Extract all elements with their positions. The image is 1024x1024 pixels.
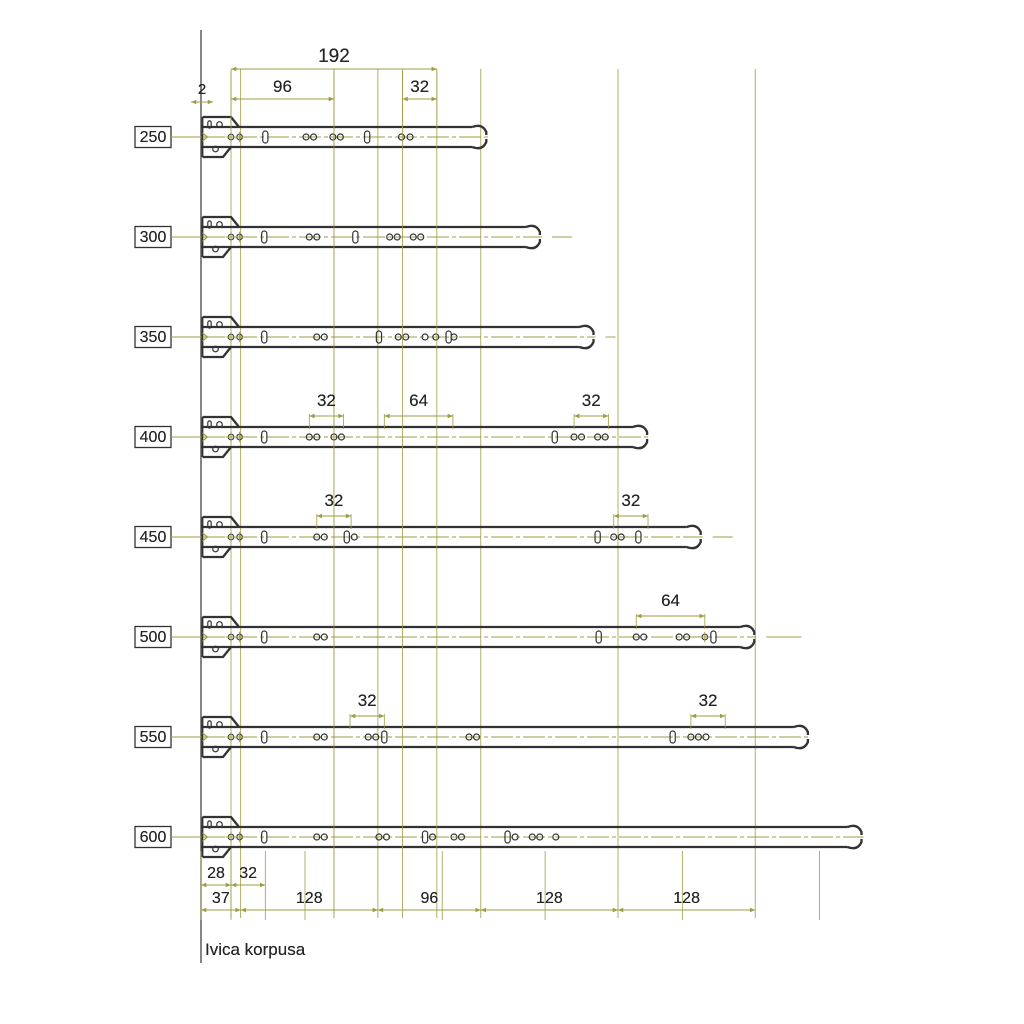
- svg-text:2: 2: [198, 81, 206, 98]
- svg-text:128: 128: [673, 890, 700, 907]
- svg-text:32: 32: [621, 491, 640, 510]
- svg-text:250: 250: [140, 129, 167, 146]
- svg-text:600: 600: [140, 829, 167, 846]
- svg-text:32: 32: [699, 691, 718, 710]
- svg-text:32: 32: [410, 77, 429, 96]
- svg-text:192: 192: [318, 46, 350, 67]
- svg-text:500: 500: [140, 629, 167, 646]
- svg-text:300: 300: [140, 229, 167, 246]
- svg-text:450: 450: [140, 529, 167, 546]
- svg-text:64: 64: [661, 591, 680, 610]
- svg-text:400: 400: [140, 429, 167, 446]
- svg-text:550: 550: [140, 729, 167, 746]
- svg-text:37: 37: [212, 890, 230, 907]
- svg-text:32: 32: [582, 391, 601, 410]
- svg-text:32: 32: [358, 691, 377, 710]
- svg-text:32: 32: [317, 391, 336, 410]
- svg-text:32: 32: [239, 865, 257, 882]
- svg-text:28: 28: [207, 865, 225, 882]
- svg-text:96: 96: [273, 77, 292, 96]
- svg-text:128: 128: [296, 890, 323, 907]
- svg-text:32: 32: [324, 491, 343, 510]
- svg-text:96: 96: [420, 890, 438, 907]
- svg-text:128: 128: [536, 890, 563, 907]
- svg-text:Ivica korpusa: Ivica korpusa: [205, 940, 306, 959]
- svg-text:64: 64: [409, 391, 428, 410]
- svg-text:350: 350: [140, 329, 167, 346]
